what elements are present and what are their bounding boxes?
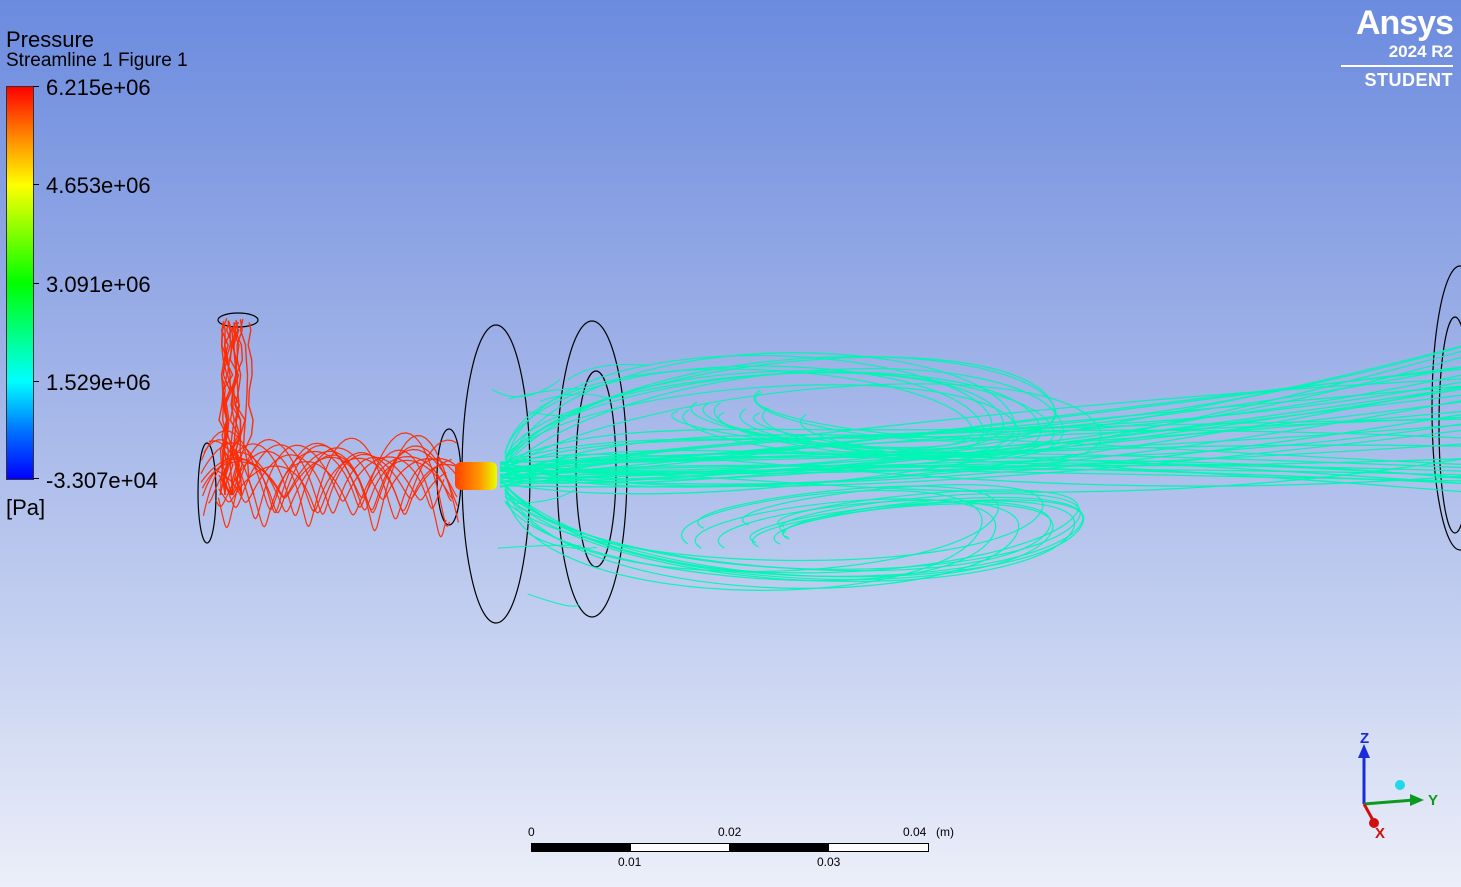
domain-end-ring bbox=[1431, 265, 1461, 551]
nozzle-jet bbox=[455, 462, 497, 490]
streamline bbox=[504, 484, 1084, 578]
legend-subtitle: Streamline 1 Figure 1 bbox=[6, 50, 188, 71]
streamline bbox=[504, 489, 1084, 577]
streamline bbox=[218, 451, 456, 515]
triad-y-label: Y bbox=[1428, 792, 1438, 809]
streamline bbox=[229, 322, 240, 496]
streamline bbox=[497, 544, 581, 549]
streamline bbox=[504, 371, 1041, 458]
domain-end-ring-inner bbox=[1438, 316, 1461, 534]
streamline bbox=[508, 387, 584, 400]
triad-x-label: X bbox=[1375, 825, 1385, 842]
legend-tick-max: 6.215e+06 bbox=[46, 75, 151, 100]
streamline bbox=[203, 439, 447, 538]
legend-tick-mark bbox=[33, 86, 39, 87]
streamline bbox=[504, 368, 973, 455]
streamline bbox=[504, 384, 1020, 461]
legend-tick-min: -3.307e+04 bbox=[46, 468, 158, 493]
streamline bbox=[504, 485, 1019, 589]
streamline bbox=[499, 388, 1461, 480]
scale-label-003: 0.03 bbox=[817, 855, 841, 869]
streamline bbox=[234, 319, 246, 496]
scale-segment bbox=[630, 843, 730, 852]
streamline bbox=[527, 593, 580, 607]
streamline bbox=[499, 381, 1461, 465]
streamline bbox=[229, 323, 240, 496]
streamline bbox=[504, 354, 992, 468]
streamline bbox=[567, 363, 650, 381]
low-pressure-streamlines bbox=[491, 345, 1461, 607]
scale-segment bbox=[729, 843, 829, 852]
streamline bbox=[504, 485, 999, 573]
scale-unit: (m) bbox=[936, 825, 954, 839]
streamline bbox=[513, 489, 575, 504]
streamline bbox=[504, 492, 1081, 570]
logo-brand: Ansys bbox=[1355, 4, 1454, 42]
streamline bbox=[504, 365, 984, 459]
legend-tick-mark bbox=[33, 478, 39, 479]
streamline bbox=[504, 356, 1055, 459]
swirl-chamber-ring-left bbox=[197, 442, 217, 544]
logo-version: 2024 R2 bbox=[1388, 42, 1453, 61]
ansys-logo: Ansys 2024 R2 STUDENT bbox=[1333, 4, 1454, 90]
scale-label-0: 0 bbox=[528, 825, 535, 839]
streamline bbox=[229, 325, 241, 496]
streamline bbox=[200, 442, 452, 514]
scale-label-004: 0.04 bbox=[903, 825, 927, 839]
legend-tick-2: 4.653e+06 bbox=[46, 173, 151, 198]
streamline bbox=[499, 452, 1461, 485]
scale-label-002: 0.02 bbox=[718, 825, 742, 839]
streamline bbox=[499, 458, 1461, 493]
streamline bbox=[491, 379, 561, 398]
axis-triad[interactable]: Z Y X bbox=[1348, 726, 1448, 846]
streamline bbox=[539, 393, 610, 402]
streamline bbox=[504, 372, 1004, 459]
streamline bbox=[504, 498, 996, 582]
streamline bbox=[499, 444, 1461, 480]
streamline bbox=[215, 454, 447, 514]
streamline bbox=[499, 434, 1461, 481]
streamline bbox=[527, 406, 583, 417]
high-pressure-streamlines bbox=[200, 318, 463, 538]
streamline bbox=[499, 458, 1461, 480]
streamline bbox=[218, 444, 452, 515]
streamline bbox=[499, 423, 1461, 478]
scale-segment bbox=[828, 843, 929, 852]
triad-z-label: Z bbox=[1360, 730, 1369, 747]
legend-colorbar bbox=[6, 86, 34, 480]
legend-units: [Pa] bbox=[6, 495, 46, 520]
streamline bbox=[215, 437, 461, 528]
scale-label-001: 0.01 bbox=[618, 855, 642, 869]
logo-divider bbox=[1341, 65, 1453, 67]
inlet-ring bbox=[217, 312, 259, 328]
streamline bbox=[244, 322, 255, 496]
scale-segment bbox=[531, 843, 631, 852]
streamline bbox=[499, 385, 1461, 473]
legend-title: Pressure bbox=[6, 27, 95, 52]
legend-tick-4: 1.529e+06 bbox=[46, 370, 151, 395]
streamline bbox=[551, 467, 629, 471]
streamline bbox=[223, 323, 234, 496]
legend-tick-3: 3.091e+06 bbox=[46, 272, 151, 297]
streamline bbox=[504, 496, 1051, 572]
scale-bar: 0 0.02 0.04 (m) 0.01 0.03 bbox=[520, 820, 980, 870]
streamline bbox=[527, 532, 598, 550]
legend-tick-mark bbox=[33, 381, 39, 382]
streamline bbox=[504, 488, 983, 591]
legend-tick-mark bbox=[33, 184, 39, 185]
legend-tick-mark bbox=[33, 283, 39, 284]
logo-edition: STUDENT bbox=[1364, 70, 1453, 90]
streamline bbox=[499, 374, 1461, 466]
streamline bbox=[222, 320, 234, 496]
